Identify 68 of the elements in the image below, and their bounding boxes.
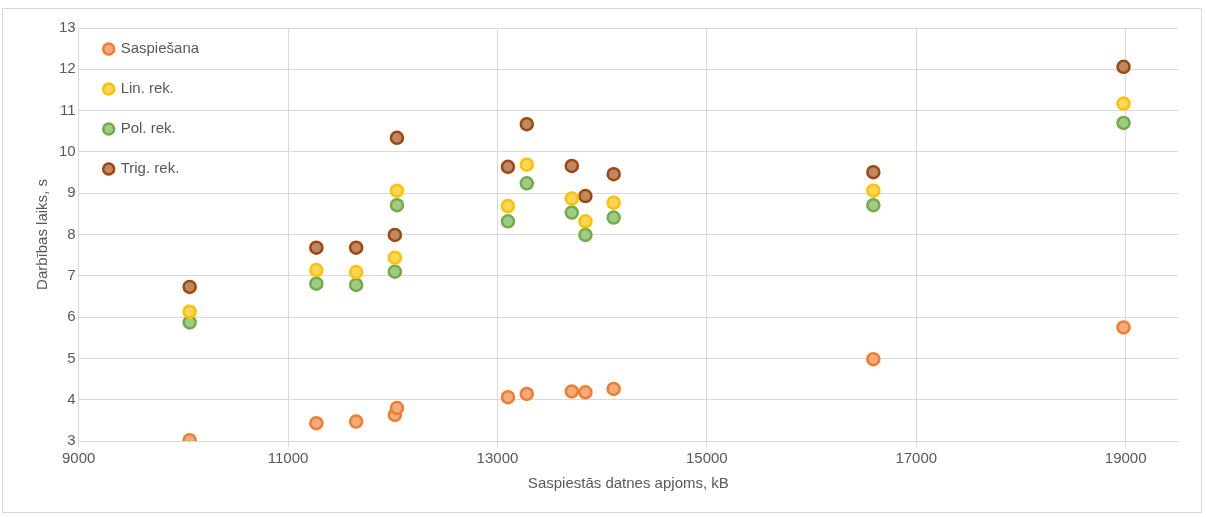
legend-label: Lin. rek. xyxy=(120,79,175,97)
point xyxy=(866,351,881,367)
point xyxy=(348,277,364,293)
point xyxy=(500,389,516,405)
point xyxy=(182,304,197,319)
point xyxy=(866,197,881,213)
legend-label: Trig. rek. xyxy=(120,159,180,177)
point xyxy=(309,240,324,255)
point xyxy=(348,264,364,280)
y-tick-label: 3 xyxy=(67,431,76,449)
point xyxy=(500,214,516,229)
point xyxy=(389,183,405,198)
x-axis-title: Saspiestās datnes apjoms, kB xyxy=(527,474,729,492)
y-tick-label: 8 xyxy=(67,224,76,242)
y-tick-label: 10 xyxy=(59,142,76,160)
point xyxy=(1116,115,1131,131)
point xyxy=(519,116,535,132)
legend-label: Saspiešana xyxy=(120,39,200,57)
point xyxy=(387,227,403,243)
point xyxy=(389,197,405,213)
point xyxy=(564,158,580,174)
point xyxy=(564,191,580,206)
y-tick-label: 7 xyxy=(67,265,76,283)
point xyxy=(866,183,881,198)
point xyxy=(182,279,197,295)
point xyxy=(564,384,580,399)
x-tick-label: 17000 xyxy=(895,449,938,467)
point xyxy=(519,176,535,191)
x-tick-label: 13000 xyxy=(476,449,519,467)
point xyxy=(387,264,403,279)
y-tick-label: 6 xyxy=(67,307,76,325)
x-tick-label: 19000 xyxy=(1104,449,1147,467)
y-tick-label: 13 xyxy=(59,18,76,36)
point xyxy=(309,262,324,278)
y-tick-label: 4 xyxy=(67,389,76,407)
point xyxy=(309,415,324,431)
point xyxy=(348,240,364,255)
point xyxy=(500,198,516,214)
point xyxy=(309,276,324,291)
point xyxy=(578,188,593,204)
point xyxy=(1116,96,1131,111)
y-tick-label: 9 xyxy=(67,183,76,201)
point xyxy=(519,386,535,402)
point xyxy=(578,385,593,400)
x-tick-label: 15000 xyxy=(686,449,728,467)
y-tick-label: 11 xyxy=(60,100,76,118)
legend-label: Pol. rek. xyxy=(120,119,176,137)
point xyxy=(578,227,593,243)
point xyxy=(606,210,621,225)
point xyxy=(519,157,535,172)
point xyxy=(606,381,621,397)
x-tick-label: 11000 xyxy=(267,449,309,467)
point xyxy=(606,166,621,182)
point xyxy=(564,205,580,220)
point xyxy=(1116,59,1131,75)
point xyxy=(348,414,364,429)
x-tick-label: 9000 xyxy=(62,449,96,467)
point xyxy=(1116,320,1131,335)
point xyxy=(866,164,881,180)
point xyxy=(606,195,621,210)
point xyxy=(500,159,516,175)
point xyxy=(387,250,403,265)
y-axis-title: Darbības laiks, s xyxy=(33,179,51,290)
point xyxy=(389,400,405,416)
point xyxy=(578,214,593,229)
point xyxy=(389,130,405,146)
y-tick-label: 12 xyxy=(59,59,76,77)
y-tick-label: 5 xyxy=(67,348,76,366)
